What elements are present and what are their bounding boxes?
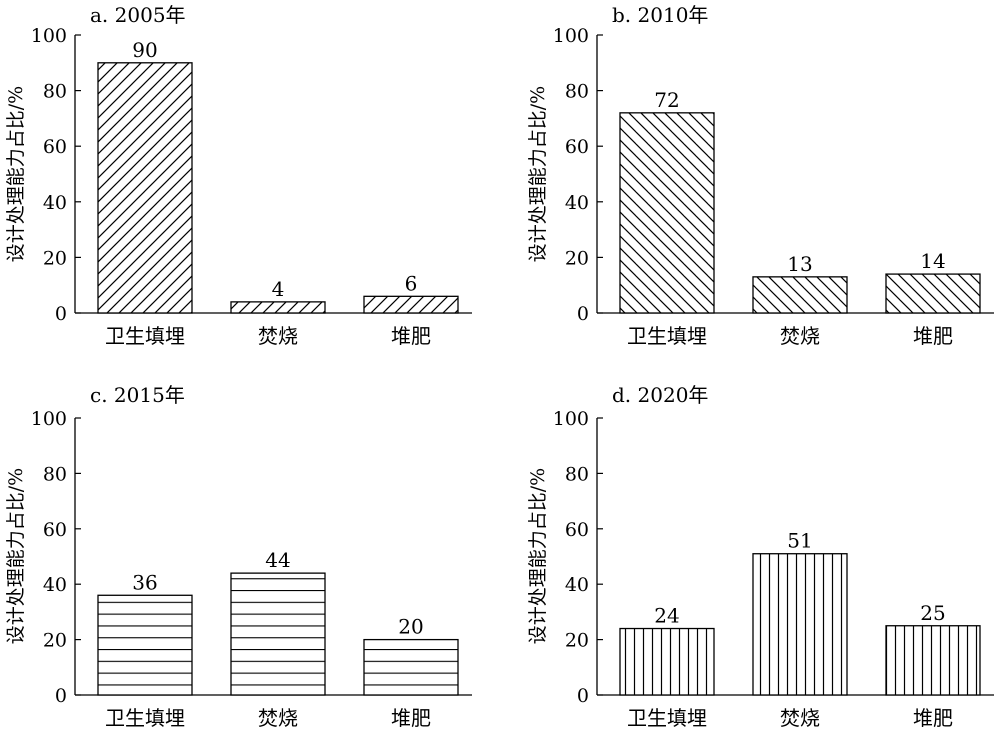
y-tick-label: 40	[43, 574, 67, 596]
y-tick-label: 100	[553, 25, 589, 47]
y-tick-label: 20	[43, 630, 67, 652]
panel-title: b. 2010年	[612, 3, 708, 27]
data-label: 25	[920, 601, 945, 625]
y-tick-label: 0	[55, 303, 67, 325]
bar-2	[230, 572, 326, 696]
x-tick-label: 堆肥	[913, 706, 953, 730]
bar-3	[363, 638, 459, 696]
y-tick-label: 60	[565, 519, 589, 541]
panel-title: d. 2020年	[612, 383, 708, 407]
y-tick-label: 0	[577, 685, 589, 707]
y-axis-label: 设计处理能力占比/%	[5, 86, 27, 262]
x-tick-label: 焚烧	[258, 706, 298, 730]
y-tick-label: 100	[553, 408, 589, 430]
y-tick-label: 60	[565, 136, 589, 158]
bar-2	[752, 276, 848, 314]
y-tick-label: 80	[565, 81, 589, 103]
y-axis-label: 设计处理能力占比/%	[5, 468, 27, 644]
x-tick-label: 堆肥	[391, 706, 431, 730]
data-label: 4	[272, 277, 285, 301]
y-tick-label: 100	[31, 25, 67, 47]
x-tick-label: 堆肥	[391, 324, 431, 348]
bar-1	[97, 594, 193, 696]
data-label: 51	[787, 529, 812, 553]
y-tick-label: 80	[43, 463, 67, 485]
data-label: 72	[654, 88, 679, 112]
x-tick-label: 卫生填埋	[105, 324, 185, 348]
y-tick-label: 100	[31, 408, 67, 430]
bar-1	[619, 112, 715, 314]
data-label: 6	[405, 271, 418, 295]
x-tick-label: 卫生填埋	[627, 706, 707, 730]
data-label: 36	[132, 570, 157, 594]
x-tick-label: 焚烧	[780, 706, 820, 730]
data-label: 24	[654, 604, 679, 628]
y-tick-label: 0	[577, 303, 589, 325]
data-label: 20	[398, 615, 423, 639]
y-tick-label: 40	[565, 192, 589, 214]
x-tick-label: 焚烧	[258, 324, 298, 348]
x-tick-label: 焚烧	[780, 324, 820, 348]
bar-3	[885, 273, 981, 314]
y-tick-label: 0	[55, 685, 67, 707]
y-axis-label: 设计处理能力占比/%	[527, 86, 549, 262]
x-tick-label: 卫生填埋	[627, 324, 707, 348]
data-label: 13	[787, 252, 812, 276]
bar-3	[363, 295, 459, 314]
y-tick-label: 20	[565, 630, 589, 652]
y-tick-label: 40	[43, 192, 67, 214]
y-axis-label: 设计处理能力占比/%	[527, 468, 549, 644]
y-tick-label: 60	[43, 136, 67, 158]
y-tick-label: 40	[565, 574, 589, 596]
y-tick-label: 60	[43, 519, 67, 541]
bar-2	[230, 301, 326, 314]
panel-title: a. 2005年	[90, 3, 186, 27]
y-tick-label: 80	[565, 463, 589, 485]
bar-1	[619, 627, 715, 696]
x-tick-label: 堆肥	[913, 324, 953, 348]
y-tick-label: 80	[43, 81, 67, 103]
data-label: 90	[132, 38, 157, 62]
data-label: 14	[920, 249, 945, 273]
bar-2	[752, 553, 848, 696]
bar-1	[97, 62, 193, 314]
panel-title: c. 2015年	[90, 383, 185, 407]
x-tick-label: 卫生填埋	[105, 706, 185, 730]
y-tick-label: 20	[565, 247, 589, 269]
data-label: 44	[265, 548, 290, 572]
y-tick-label: 20	[43, 247, 67, 269]
bar-3	[885, 625, 981, 696]
